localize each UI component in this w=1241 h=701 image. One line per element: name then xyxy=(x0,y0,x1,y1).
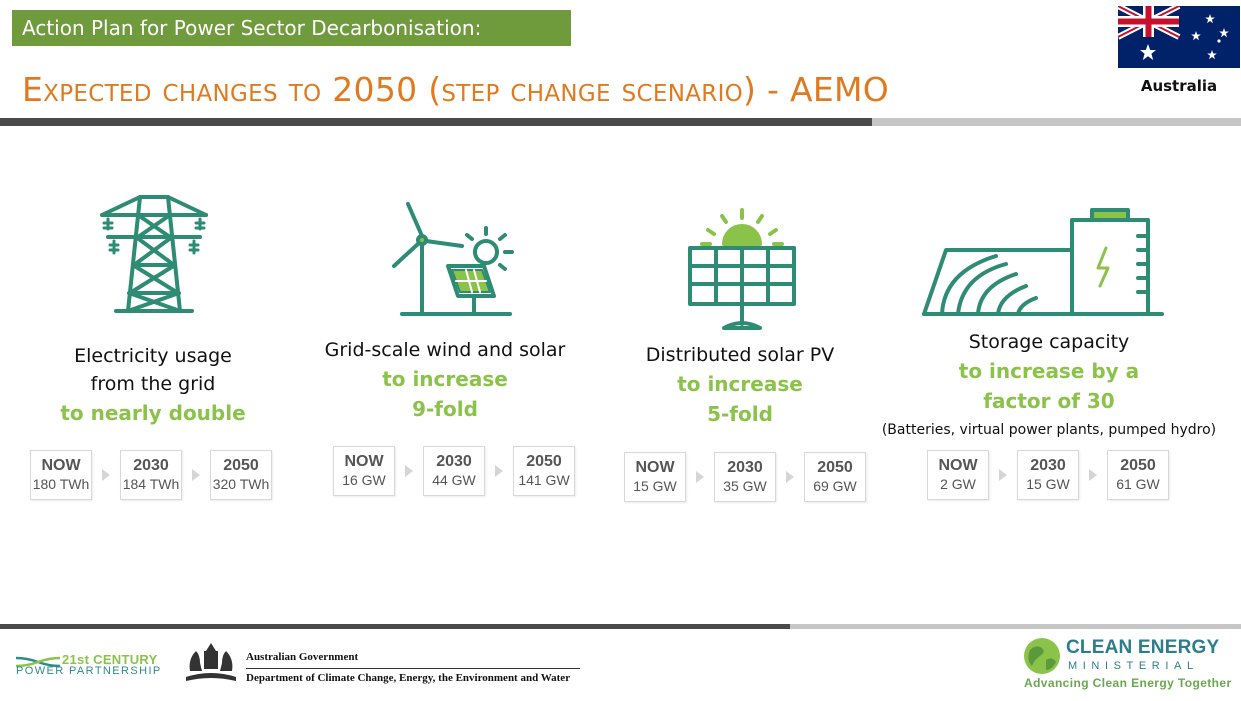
government-divider xyxy=(246,668,580,669)
arrow-icon xyxy=(686,471,714,483)
stat-value: 320 TWh xyxy=(212,476,270,492)
wind-and-solar-icon xyxy=(392,202,514,316)
card-highlight: to increase xyxy=(382,367,508,391)
card-highlight: to increase xyxy=(677,372,803,396)
stat-box: NOW 2 GW xyxy=(927,450,989,500)
arrow-icon xyxy=(395,465,423,477)
card-grid-scale-wind-solar: Grid-scale wind and solar to increase 9-… xyxy=(316,336,574,424)
government-line1: Australian Government xyxy=(246,651,359,663)
partnership-line2: POWER PARTNERSHIP xyxy=(16,665,162,677)
divider-top-light xyxy=(872,118,1241,126)
stat-value: 15 GW xyxy=(633,478,677,494)
stat-year: NOW xyxy=(938,457,978,474)
card-distributed-solar-pv: Distributed solar PV to increase 5-fold xyxy=(622,341,858,429)
arrow-icon xyxy=(1079,469,1107,481)
stat-box: 2030 184 TWh xyxy=(120,450,182,500)
stats-distributed-solar-pv: NOW 15 GW 2030 35 GW 2050 69 GW xyxy=(624,452,866,502)
card-label: Grid-scale wind and solar xyxy=(324,339,566,361)
transmission-tower-icon xyxy=(100,195,208,313)
stat-year: NOW xyxy=(41,457,81,474)
card-highlight: 5-fold xyxy=(707,402,773,426)
arrow-icon xyxy=(989,469,1017,481)
stat-value: 180 TWh xyxy=(32,476,90,492)
header-banner: Action Plan for Power Sector Decarbonisa… xyxy=(12,10,571,76)
stat-box: 2030 15 GW xyxy=(1017,450,1079,500)
country-label: Australia xyxy=(1140,77,1218,95)
stat-value: 69 GW xyxy=(813,478,857,494)
stat-value: 35 GW xyxy=(723,478,767,494)
globe-icon xyxy=(1024,638,1060,674)
stat-box: NOW 16 GW xyxy=(333,446,395,496)
stat-year: 2050 xyxy=(223,457,259,474)
stat-year: 2050 xyxy=(1120,457,1156,474)
divider-bottom-light xyxy=(790,624,1241,629)
card-electricity-usage: Electricity usage from the grid to nearl… xyxy=(40,342,266,428)
coat-of-arms-icon xyxy=(186,643,236,681)
stat-value: 141 GW xyxy=(518,472,570,488)
card-label: Storage capacity xyxy=(968,331,1130,353)
stat-value: 2 GW xyxy=(940,476,976,492)
cem-line2: MINISTERIAL xyxy=(1068,660,1199,672)
cem-tagline: Advancing Clean Energy Together xyxy=(1024,676,1232,690)
stat-year: 2030 xyxy=(727,459,763,476)
stats-electricity-usage: NOW 180 TWh 2030 184 TWh 2050 320 TWh xyxy=(30,450,272,500)
stat-box: 2050 320 TWh xyxy=(210,450,272,500)
stat-year: 2030 xyxy=(133,457,169,474)
stat-year: 2030 xyxy=(1030,457,1066,474)
cem-line1: CLEAN ENERGY xyxy=(1066,637,1220,658)
stat-box: NOW 15 GW xyxy=(624,452,686,502)
stat-value: 61 GW xyxy=(1116,476,1160,492)
partnership-logo: 21st CENTURY POWER PARTNERSHIP xyxy=(16,650,161,680)
stat-year: 2050 xyxy=(526,453,562,470)
stat-box: 2030 35 GW xyxy=(714,452,776,502)
partnership-mark-icon xyxy=(16,656,60,668)
card-label: from the grid xyxy=(90,373,216,395)
government-line2: Department of Climate Change, Energy, th… xyxy=(246,672,571,684)
arrow-icon xyxy=(776,471,804,483)
stat-year: NOW xyxy=(635,459,675,476)
solar-panel-icon xyxy=(688,208,796,330)
stat-year: 2050 xyxy=(817,459,853,476)
stat-value: 15 GW xyxy=(1026,476,1070,492)
divider-bottom-dark xyxy=(0,624,790,629)
partnership-line1: 21st CENTURY xyxy=(62,652,158,667)
clean-energy-ministerial-logo: CLEAN ENERGY MINISTERIAL Advancing Clean… xyxy=(1022,636,1232,692)
australia-flag-icon xyxy=(1118,6,1240,68)
stat-value: 16 GW xyxy=(342,472,386,488)
stat-value: 184 TWh xyxy=(122,476,180,492)
stat-year: NOW xyxy=(344,453,384,470)
card-note: (Batteries, virtual power plants, pumped… xyxy=(881,422,1217,438)
storage-battery-dam-icon xyxy=(922,208,1164,316)
card-highlight: factor of 30 xyxy=(983,389,1115,413)
stat-box: 2050 61 GW xyxy=(1107,450,1169,500)
stat-value: 44 GW xyxy=(432,472,476,488)
divider-top-dark xyxy=(0,118,872,126)
slide-title: Expected changes to 2050 (step change sc… xyxy=(22,70,890,109)
arrow-icon xyxy=(92,469,120,481)
card-label: Distributed solar PV xyxy=(645,344,835,366)
card-storage-capacity: Storage capacity to increase by a factor… xyxy=(868,328,1230,440)
arrow-icon xyxy=(485,465,513,477)
stat-box: 2050 69 GW xyxy=(804,452,866,502)
arrow-icon xyxy=(182,469,210,481)
stat-box: 2030 44 GW xyxy=(423,446,485,496)
stat-box: NOW 180 TWh xyxy=(30,450,92,500)
stat-year: 2030 xyxy=(436,453,472,470)
card-highlight: to nearly double xyxy=(60,401,246,425)
card-label: Electricity usage xyxy=(74,345,232,367)
stats-grid-scale-wind-solar: NOW 16 GW 2030 44 GW 2050 141 GW xyxy=(333,446,575,496)
card-highlight: 9-fold xyxy=(412,397,478,421)
stats-storage-capacity: NOW 2 GW 2030 15 GW 2050 61 GW xyxy=(927,450,1169,500)
stat-box: 2050 141 GW xyxy=(513,446,575,496)
card-highlight: to increase by a xyxy=(958,359,1140,383)
government-logo: Australian Government Department of Clim… xyxy=(182,641,582,687)
